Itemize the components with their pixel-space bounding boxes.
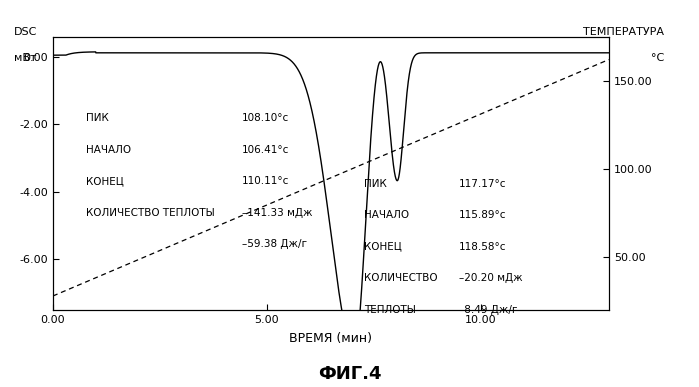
Text: 110.11°с: 110.11°с [242, 176, 289, 186]
Text: –8.49 Дж/г: –8.49 Дж/г [459, 305, 517, 315]
Text: °C: °C [651, 53, 665, 63]
Text: КОЛИЧЕСТВО: КОЛИЧЕСТВО [364, 273, 438, 283]
Text: ПИК: ПИК [364, 179, 387, 189]
Text: –20.20 мДж: –20.20 мДж [459, 273, 522, 283]
Text: 115.89°с: 115.89°с [459, 210, 506, 220]
Text: КОЛИЧЕСТВО ТЕПЛОТЫ: КОЛИЧЕСТВО ТЕПЛОТЫ [86, 207, 215, 217]
Text: НАЧАЛО: НАЧАЛО [86, 145, 131, 155]
Text: мВт: мВт [14, 53, 36, 63]
Text: НАЧАЛО: НАЧАЛО [364, 210, 410, 220]
Text: 108.10°с: 108.10°с [242, 113, 289, 123]
Text: –59.38 Дж/г: –59.38 Дж/г [242, 239, 307, 249]
Text: 118.58°с: 118.58°с [459, 242, 506, 252]
Text: ПИК: ПИК [86, 113, 109, 123]
Text: КОНЕЦ: КОНЕЦ [86, 176, 124, 186]
Text: DSC: DSC [14, 27, 37, 37]
X-axis label: ВРЕМЯ (мин): ВРЕМЯ (мин) [289, 332, 373, 345]
Text: КОНЕЦ: КОНЕЦ [364, 242, 402, 252]
Text: ТЕМПЕРАТУРА: ТЕМПЕРАТУРА [584, 27, 665, 37]
Text: 106.41°с: 106.41°с [242, 145, 289, 155]
Text: ТЕПЛОТЫ: ТЕПЛОТЫ [364, 305, 416, 315]
Text: –141.33 мДж: –141.33 мДж [242, 207, 312, 217]
Text: ФИГ.4: ФИГ.4 [318, 365, 381, 383]
Text: 117.17°с: 117.17°с [459, 179, 506, 189]
